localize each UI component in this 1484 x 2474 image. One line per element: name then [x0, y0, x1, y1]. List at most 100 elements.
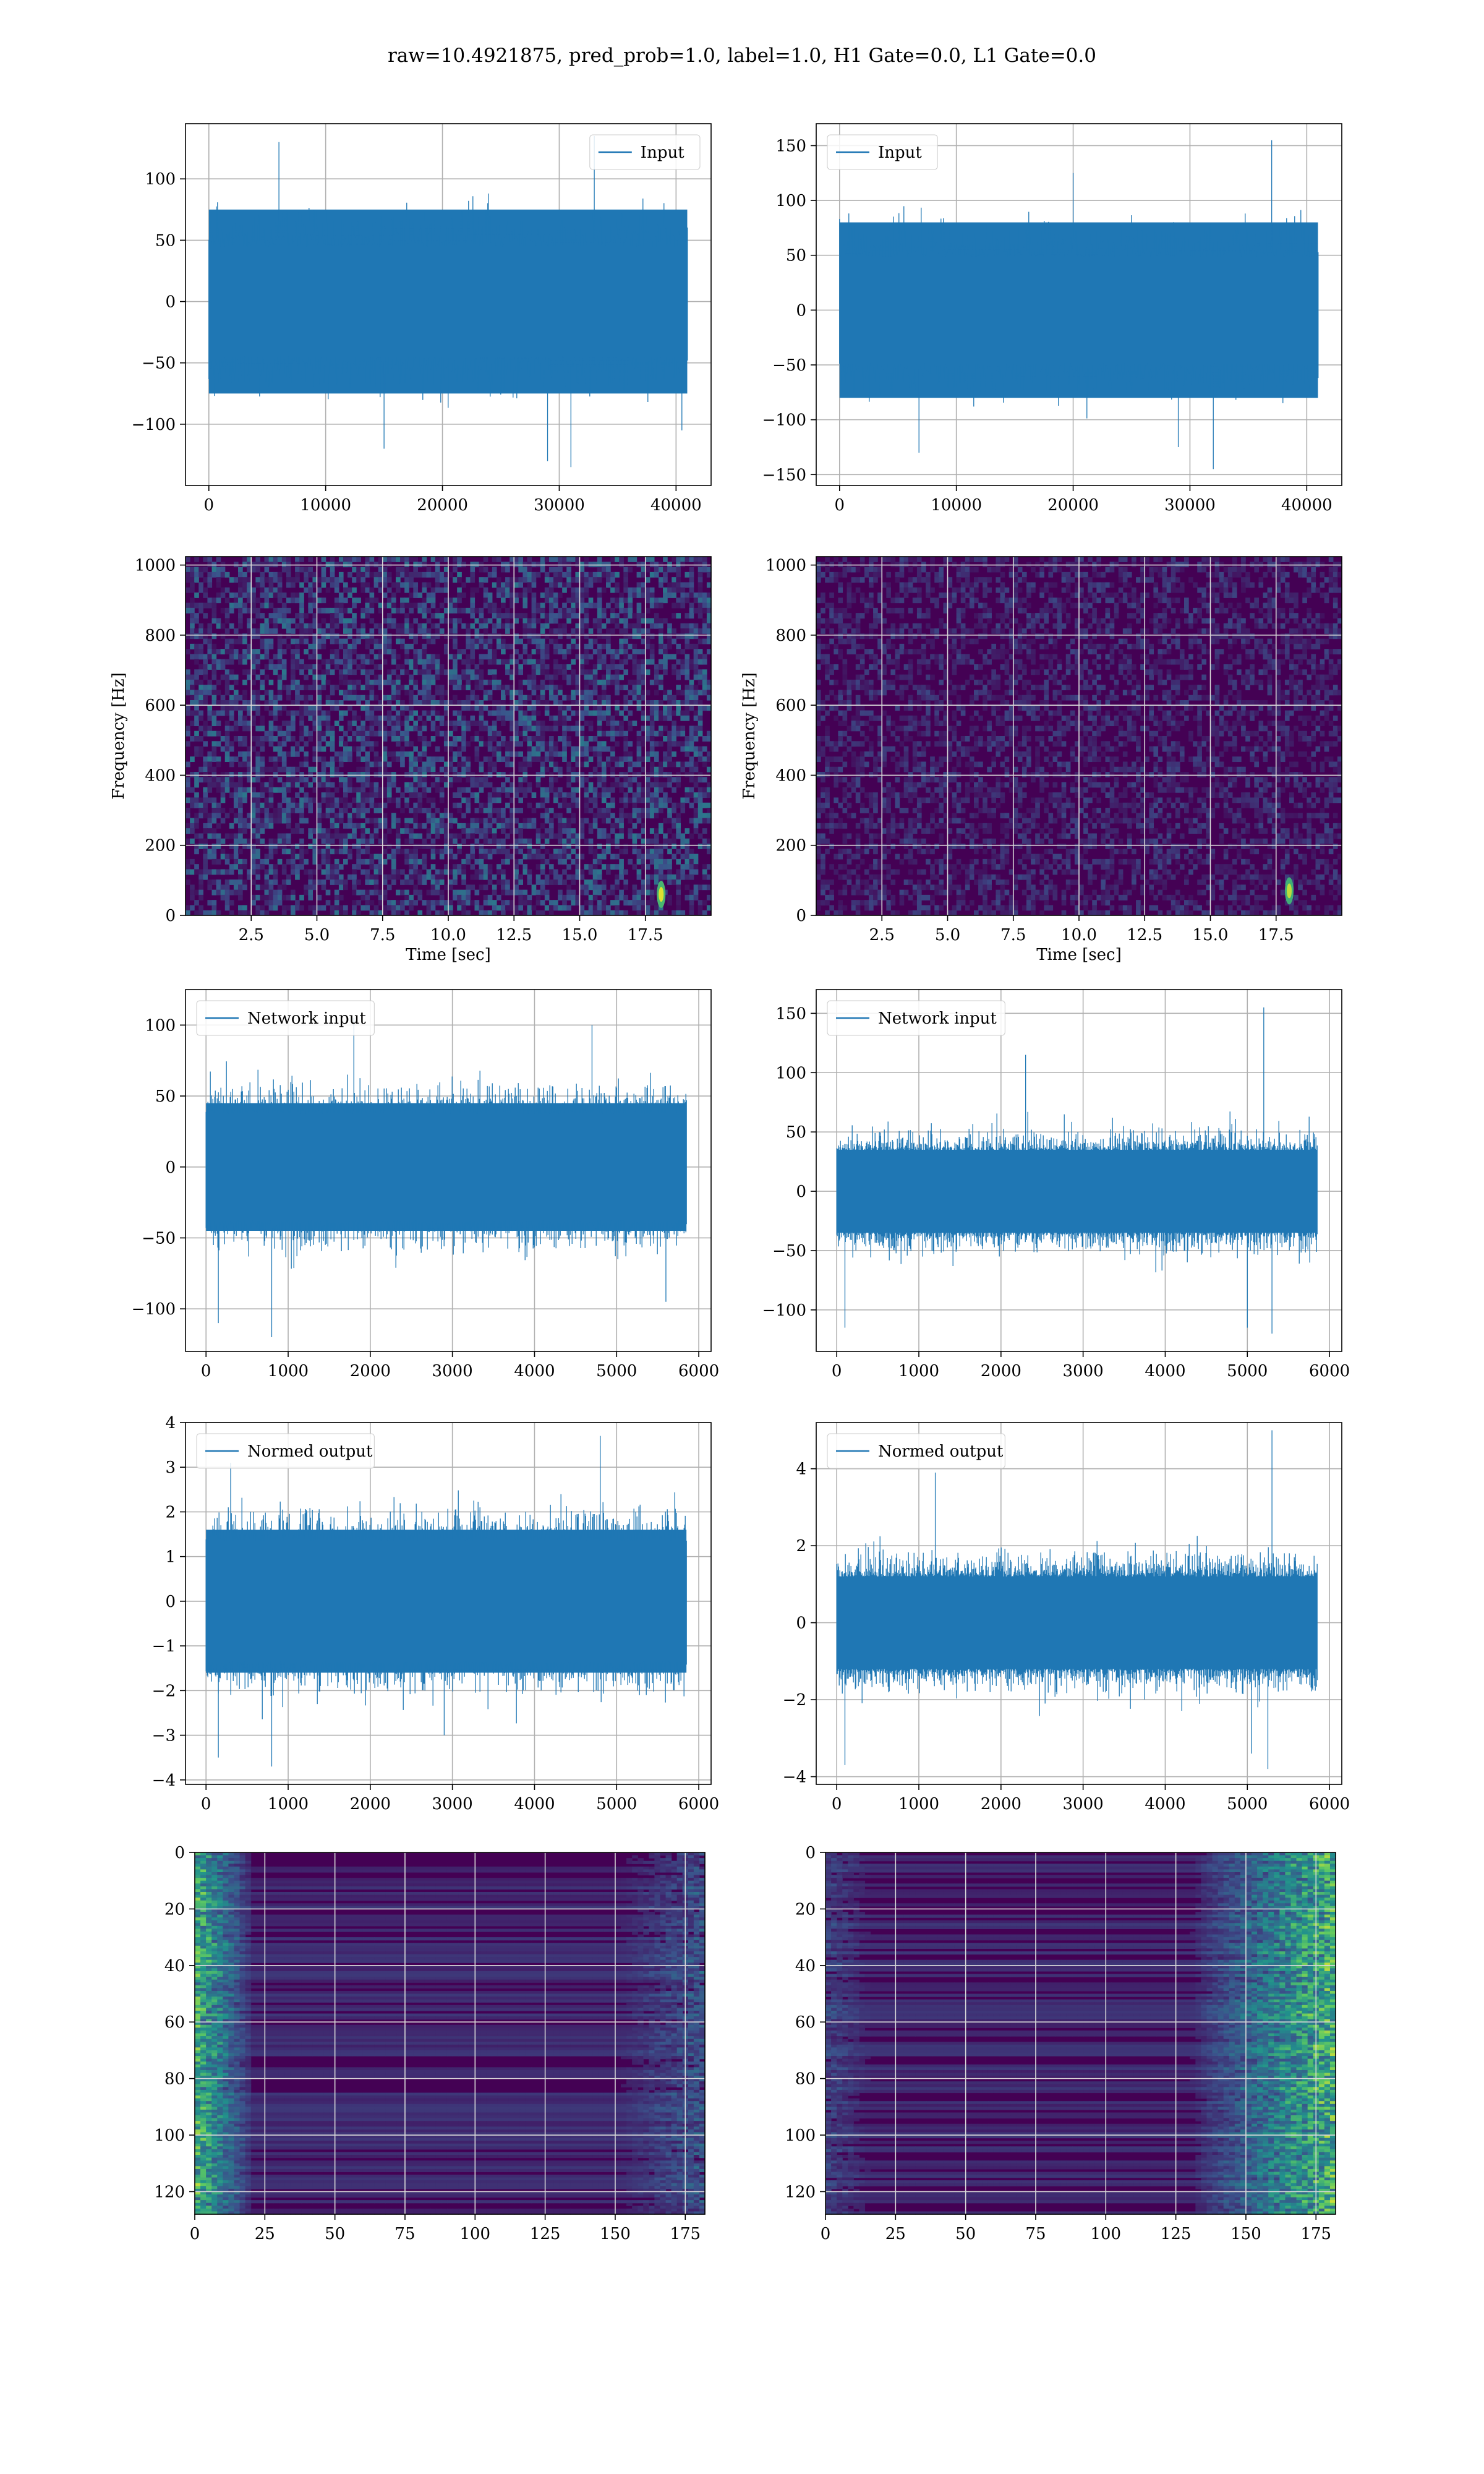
h1-spectrogram-cell [497, 639, 501, 644]
h1-spectrogram-cell [295, 695, 300, 701]
h1-spectrogram-cell [484, 839, 488, 844]
h1-spectrogram-cell [532, 608, 537, 614]
h1-spectrogram-cell [566, 608, 571, 614]
h1-spectrogram-cell [348, 772, 352, 777]
h1-spectrogram-cell [322, 567, 326, 573]
h1-spectrogram-cell [637, 731, 642, 737]
h1-spectrogram-cell [413, 884, 418, 890]
h1-spectrogram-cell [650, 859, 655, 865]
h1-spectrogram-cell [702, 597, 707, 603]
h1-spectrogram-cell [580, 736, 585, 742]
h1-spectrogram-cell [623, 649, 628, 654]
h1-spectrogram-cell [637, 628, 642, 634]
h1-spectrogram-cell [365, 716, 370, 721]
h1-spectrogram-cell [536, 562, 541, 567]
h1-spectrogram-cell [654, 572, 659, 578]
h1-spectrogram-cell [593, 813, 598, 818]
h1-spectrogram-cell [356, 731, 361, 737]
h1-spectrogram-cell [404, 588, 409, 593]
h1-spectrogram-cell [633, 628, 638, 634]
h1-spectrogram-cell [326, 890, 331, 896]
h1-spectrogram-cell [549, 577, 554, 583]
h1-spectrogram-cell [194, 649, 199, 654]
h1-spectrogram-cell [207, 900, 212, 905]
h1-spectrogram-cell [207, 777, 212, 782]
h1-spectrogram-cell [610, 736, 615, 742]
h1-spectrogram-cell [492, 751, 497, 757]
h1-spectrogram-cell [545, 751, 550, 757]
h1-spectrogram-cell [461, 787, 466, 793]
h1-spectrogram-cell [238, 588, 243, 593]
h1-spectrogram-cell [308, 884, 313, 890]
h1-spectrogram-cell [672, 669, 676, 675]
h1-spectrogram-cell [501, 613, 506, 618]
h1-spectrogram-cell [360, 588, 365, 593]
h1-spectrogram-cell [335, 608, 339, 614]
h1-spectrogram-cell [348, 562, 352, 567]
h1-spectrogram-cell [672, 839, 676, 844]
h1-spectrogram-cell [435, 716, 440, 721]
h1-spectrogram-cell [317, 777, 322, 782]
h1-spectrogram-cell [667, 588, 672, 593]
h1-spectrogram-cell [242, 649, 247, 654]
h1-spectrogram-cell [685, 864, 690, 870]
h1-spectrogram-cell [198, 623, 203, 629]
h1-spectrogram-cell [650, 603, 655, 609]
h1-spectrogram-cell [628, 797, 633, 803]
h1-spectrogram-cell [273, 726, 278, 731]
h1-spectrogram-cell [672, 803, 676, 808]
h1-spectrogram-cell [339, 690, 344, 695]
h1-spectrogram-cell [584, 608, 589, 614]
h1-spectrogram-cell [623, 741, 628, 747]
h1-spectrogram-cell [273, 864, 278, 870]
h1-spectrogram-cell [343, 711, 348, 716]
h1-spectrogram-cell [269, 756, 274, 762]
h1-spectrogram-cell [698, 721, 703, 726]
h1-spectrogram-cell [404, 572, 409, 578]
h1-spectrogram-cell [615, 649, 620, 654]
h1-spectrogram-cell [251, 818, 256, 824]
h1-spectrogram-cell [343, 844, 348, 849]
h1-spectrogram-cell [593, 664, 598, 670]
h1-spectrogram-cell [273, 711, 278, 716]
h1-spectrogram-cell [238, 716, 243, 721]
h1-spectrogram-cell [330, 833, 335, 839]
h1-spectrogram-cell [694, 644, 699, 649]
h1-spectrogram-cell [650, 726, 655, 731]
h1-spectrogram-cell [396, 741, 401, 747]
h1-spectrogram-cell [282, 864, 287, 870]
h1-spectrogram-cell [685, 613, 690, 618]
h1-spectrogram-cell [663, 726, 668, 731]
h1-spectrogram-cell [273, 787, 278, 793]
h1-spectrogram-cell [417, 833, 422, 839]
h1-spectrogram-cell [370, 588, 375, 593]
h1-spectrogram-cell [273, 664, 278, 670]
h1-spectrogram-cell [260, 680, 265, 685]
h1-spectrogram-cell [186, 680, 190, 685]
h1-spectrogram-cell [470, 849, 475, 854]
h1-spectrogram-cell [387, 900, 392, 905]
h1-spectrogram-cell [221, 572, 226, 578]
h1-spectrogram-cell [194, 731, 199, 737]
h1-spectrogram-cell [374, 562, 379, 567]
h1-spectrogram-cell [282, 741, 287, 747]
h1-spectrogram-cell [409, 577, 414, 583]
h1-spectrogram-cell [589, 695, 594, 701]
h1-spectrogram-cell [580, 690, 585, 695]
h1-spectrogram-cell [431, 761, 436, 767]
h1-spectrogram-cell [488, 639, 493, 644]
h1-spectrogram-cell [212, 751, 217, 757]
h1-spectrogram-cell [190, 603, 195, 609]
h1-spectrogram-cell [667, 859, 672, 865]
h1-spectrogram-cell [317, 639, 322, 644]
h1-spectrogram-cell [198, 751, 203, 757]
h1-spectrogram-cell [566, 633, 571, 639]
h1-spectrogram-cell [343, 623, 348, 629]
h1-spectrogram-cell [221, 890, 226, 896]
h1-spectrogram-cell [571, 608, 576, 614]
h1-spectrogram-cell [637, 736, 642, 742]
h1-spectrogram-cell [676, 644, 681, 649]
h1-spectrogram-cell [470, 659, 475, 665]
h1-spectrogram-cell [562, 649, 567, 654]
h1-spectrogram-cell [370, 685, 375, 690]
